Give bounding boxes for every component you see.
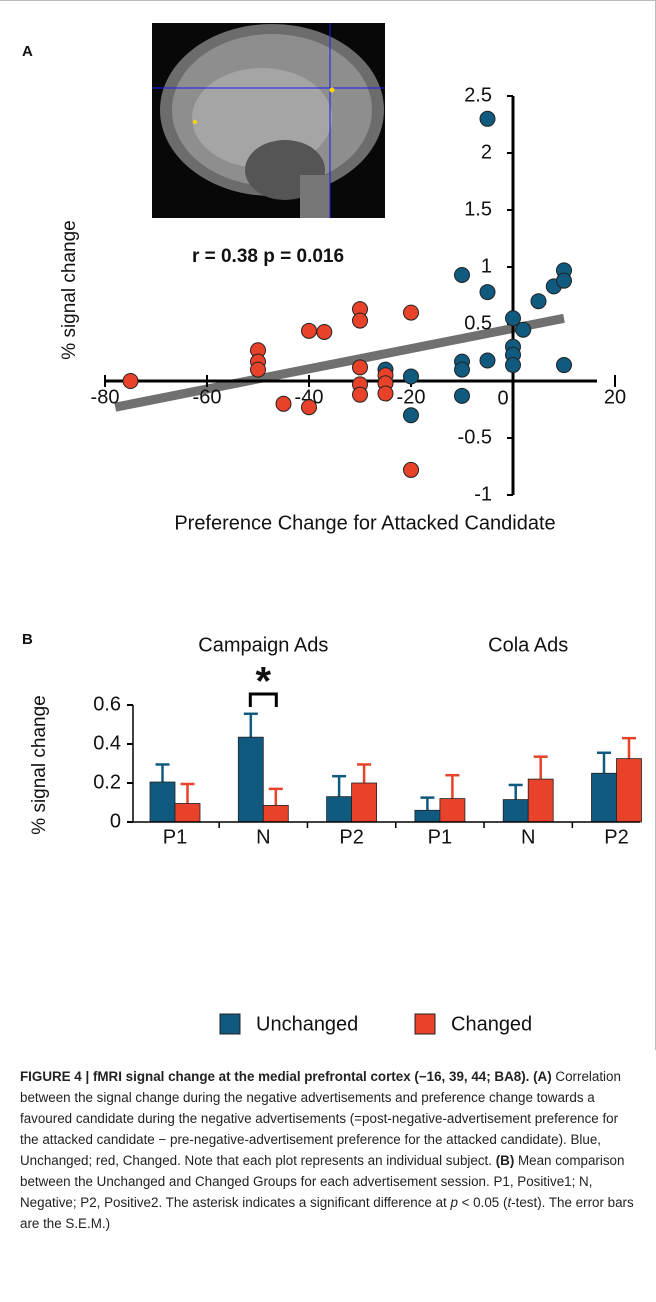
- y-tick-label: 0.6: [93, 693, 121, 715]
- data-point: [454, 361, 470, 378]
- y-tick-label: -0.5: [458, 426, 492, 448]
- caption-run: Mean comparison between the Unchanged an…: [20, 1153, 625, 1210]
- x-tick-label: -40: [295, 386, 324, 408]
- legend-swatch: [414, 1013, 436, 1035]
- x-tick-label: N: [256, 826, 270, 848]
- panel-label: A: [22, 43, 33, 60]
- y-tick-label: 0.2: [93, 771, 121, 793]
- x-tick-label: P2: [604, 826, 628, 848]
- legend-label: Unchanged: [256, 1013, 358, 1035]
- caption-run: t: [507, 1195, 512, 1210]
- figure: Ar = 0.38 p = 0.016 % signal change Prefer…: [0, 0, 656, 1050]
- legend-swatch: [219, 1013, 241, 1035]
- data-point: [515, 321, 532, 338]
- significance-marker: *: [256, 660, 272, 704]
- data-point: [403, 461, 419, 478]
- y-tick-label: 1: [481, 255, 492, 277]
- bar: [502, 799, 529, 823]
- y-tick-label: 0: [110, 810, 121, 832]
- data-point: [352, 312, 368, 329]
- group-label: Campaign Ads: [198, 634, 328, 656]
- annotation: r = 0.38 p = 0.016: [192, 246, 344, 267]
- data-point: [403, 304, 419, 321]
- x-tick-label: P2: [339, 826, 363, 848]
- bar: [262, 805, 289, 823]
- legend-label: Changed: [451, 1013, 532, 1035]
- y-tick-label: 1.5: [464, 198, 492, 220]
- bar: [414, 809, 441, 823]
- x-tick-label: 20: [604, 386, 626, 408]
- bar: [149, 781, 176, 823]
- data-point: [377, 385, 394, 402]
- data-point: [275, 395, 292, 412]
- data-point: [352, 386, 368, 403]
- caption-run: -test). The error bars are the S.E.M.): [20, 1195, 634, 1231]
- bar: [351, 782, 378, 823]
- y-axis-label: % signal change: [59, 220, 80, 359]
- y-tick-label: 0.4: [93, 732, 121, 754]
- y-tick-label: 2.5: [464, 84, 492, 106]
- y-tick-label: 2: [481, 141, 492, 163]
- bar: [616, 758, 642, 823]
- group-label: Cola Ads: [488, 634, 568, 656]
- bar: [326, 796, 353, 823]
- data-point: [505, 310, 521, 327]
- panel-label: B: [22, 631, 33, 648]
- caption-run: p: [450, 1195, 458, 1210]
- data-point: [352, 359, 368, 376]
- bar: [439, 798, 466, 823]
- y-tick-label: 0: [497, 387, 508, 409]
- data-point: [403, 368, 419, 385]
- x-tick-label: P1: [428, 826, 452, 848]
- data-point: [301, 399, 317, 416]
- caption: FIGURE 4 | fMRI signal change at the med…: [20, 1066, 638, 1234]
- data-point: [505, 357, 521, 374]
- brain-image: [152, 23, 385, 218]
- x-tick-label: N: [521, 826, 535, 848]
- x-tick-label: -20: [397, 386, 426, 408]
- data-point: [479, 284, 496, 301]
- y-tick-label: 0.5: [464, 312, 492, 334]
- data-point: [316, 323, 333, 340]
- caption-run: < 0.05 (: [457, 1195, 508, 1210]
- caption-run: Correlation between the signal change du…: [20, 1069, 621, 1168]
- x-tick-label: P1: [163, 826, 187, 848]
- x-axis-label: Preference Change for Attacked Candidate: [174, 512, 555, 534]
- data-point: [556, 357, 572, 374]
- x-tick-label: -80: [91, 386, 120, 408]
- data-point: [479, 110, 496, 127]
- data-point: [479, 352, 496, 369]
- y-tick-label: -1: [474, 483, 492, 505]
- caption-run: FIGURE 4 | fMRI signal change at the med…: [20, 1069, 552, 1084]
- x-tick-label: -60: [193, 386, 222, 408]
- data-point: [122, 373, 139, 389]
- data-point: [403, 407, 419, 424]
- bar: [591, 772, 617, 823]
- data-point: [250, 361, 266, 378]
- data-point: [454, 387, 470, 404]
- data-point: [530, 293, 547, 310]
- bar: [174, 803, 201, 823]
- trend-line: [114, 313, 565, 412]
- y-axis-label: % signal change: [29, 695, 50, 834]
- bar: [237, 736, 264, 823]
- significance-bracket: [248, 692, 278, 707]
- data-point: [301, 322, 317, 339]
- data-point: [556, 272, 572, 289]
- bar: [527, 778, 554, 823]
- data-point: [454, 266, 470, 283]
- caption-run: (B): [495, 1153, 515, 1168]
